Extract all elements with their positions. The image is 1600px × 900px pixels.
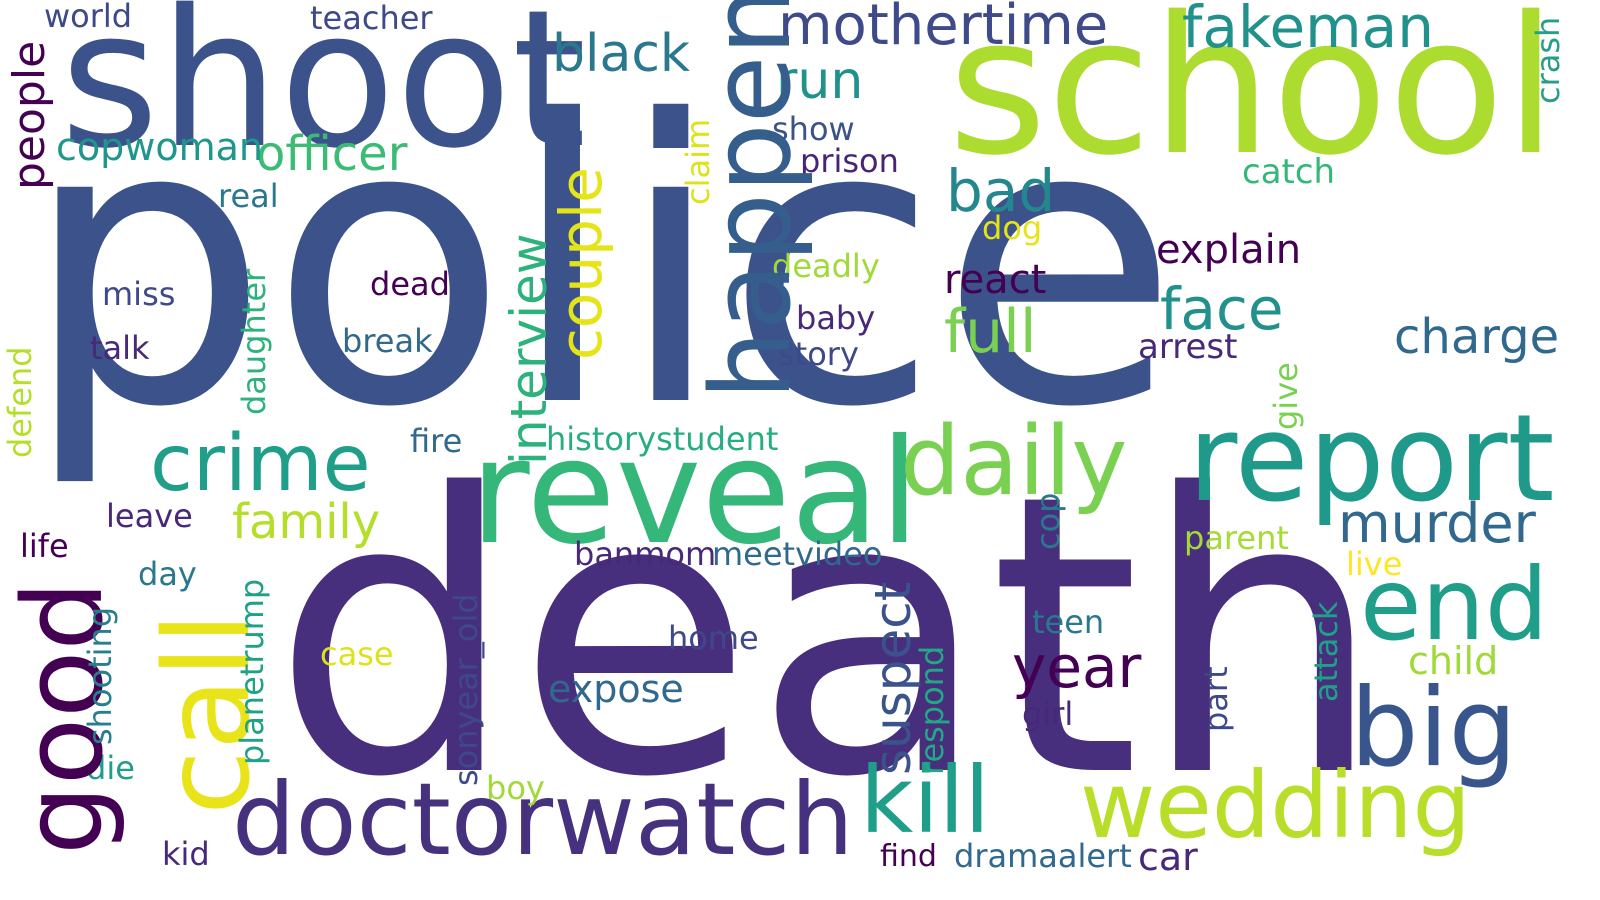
word-doctorwatch: doctorwatch bbox=[232, 761, 854, 878]
word-story: story bbox=[778, 335, 859, 373]
word-explain: explain bbox=[1156, 227, 1302, 273]
word-prison: prison bbox=[800, 142, 899, 180]
word-people: people bbox=[4, 40, 55, 190]
word-dog: dog bbox=[982, 209, 1043, 247]
word-daughter: daughter bbox=[235, 268, 273, 415]
word-run: run bbox=[776, 51, 864, 111]
word-arrest: arrest bbox=[1138, 327, 1238, 367]
word-couple: couple bbox=[547, 167, 615, 360]
word-expose: expose bbox=[548, 667, 684, 711]
word-daily: daily bbox=[900, 407, 1128, 517]
word-kill: kill bbox=[860, 747, 990, 854]
word-day: day bbox=[138, 555, 197, 593]
word-banmom: banmom bbox=[574, 535, 717, 573]
word-big: big bbox=[1350, 666, 1518, 791]
word-fakeman: fakeman bbox=[1182, 0, 1434, 61]
word-die: die bbox=[86, 749, 135, 787]
word-parent: parent bbox=[1184, 519, 1289, 557]
word-give: give bbox=[1267, 362, 1305, 430]
word-meetvideo: meetvideo bbox=[712, 535, 883, 573]
word-shooting: shooting bbox=[81, 606, 119, 745]
word-black: black bbox=[552, 24, 691, 84]
word-dramaalert: car bbox=[1138, 835, 1198, 879]
word-world: world bbox=[44, 0, 133, 35]
word-girl: girl bbox=[1022, 695, 1074, 733]
word-attack: attack bbox=[1307, 601, 1345, 702]
word-break: break bbox=[342, 322, 433, 360]
word-end: end bbox=[1360, 546, 1549, 663]
word-crime: crime bbox=[150, 419, 371, 509]
word-murder: murder bbox=[1338, 492, 1536, 555]
word-full: full bbox=[944, 297, 1037, 367]
word-show: show bbox=[772, 110, 855, 148]
word-claim: claim bbox=[679, 118, 717, 205]
word-reveal: reveal bbox=[470, 408, 920, 577]
word-charge: charge bbox=[1394, 309, 1560, 365]
word-talk: talk bbox=[90, 329, 150, 367]
word-part: part bbox=[1197, 666, 1235, 732]
word-mothertime: mothertime bbox=[778, 0, 1109, 58]
word-home: home bbox=[668, 619, 759, 657]
word-respond: respond bbox=[913, 645, 951, 775]
word-report: report bbox=[1188, 390, 1555, 529]
word-boy: kid bbox=[162, 835, 210, 873]
word-live: live bbox=[1346, 545, 1403, 583]
word-bad: bad bbox=[946, 157, 1056, 225]
word-defend: defend bbox=[1, 346, 39, 458]
word-dead: dead bbox=[370, 265, 450, 303]
word-officer: officer bbox=[256, 126, 408, 182]
word-sonyear_old: sonyear_old bbox=[447, 593, 485, 786]
word-year: year bbox=[1012, 633, 1142, 701]
word-case: case bbox=[320, 635, 394, 673]
word-release: boy bbox=[486, 769, 545, 807]
word-death: death bbox=[272, 413, 1385, 861]
word-real: real bbox=[218, 177, 279, 215]
word-find: dramaalert bbox=[954, 837, 1132, 875]
word-catch: catch bbox=[1242, 152, 1336, 192]
word-react: react bbox=[944, 257, 1047, 303]
word-fire: fire bbox=[410, 422, 463, 460]
word-life: life bbox=[20, 527, 69, 565]
word-wedding: wedding bbox=[1080, 752, 1471, 859]
word-child: child bbox=[1408, 639, 1499, 683]
word-leave: leave bbox=[106, 497, 193, 535]
word-face: face bbox=[1160, 275, 1284, 343]
word-crash: crash bbox=[1529, 16, 1567, 104]
word-baby: baby bbox=[796, 299, 876, 337]
word-deadly: deadly bbox=[772, 247, 880, 285]
word-suspect: suspect bbox=[864, 581, 922, 775]
word-school: school bbox=[948, 0, 1558, 197]
word-teacher: teacher bbox=[310, 0, 433, 37]
word-teen: teen bbox=[1032, 603, 1105, 641]
word-historystudent: historystudent bbox=[546, 420, 779, 458]
word-family: family bbox=[232, 494, 381, 550]
word-cop: cop bbox=[1029, 492, 1067, 550]
word-copwoman: copwoman bbox=[56, 125, 263, 169]
word-police: police bbox=[22, 38, 1180, 492]
word-miss: miss bbox=[102, 275, 176, 313]
word-shoot: shoot bbox=[60, 0, 587, 190]
word-planetrump: planetrump bbox=[233, 578, 271, 765]
word-kid: find bbox=[880, 839, 937, 874]
